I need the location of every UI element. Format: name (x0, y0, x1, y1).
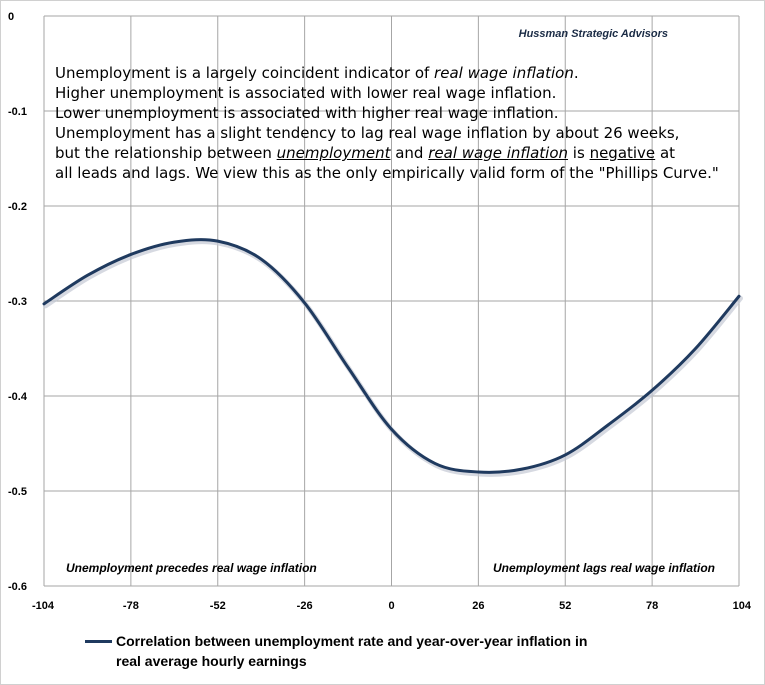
annotation-left: Unemployment precedes real wage inflatio… (66, 561, 317, 575)
x-tick-label: -78 (123, 600, 139, 612)
note-text: at (655, 144, 676, 162)
y-tick-label: -0.4 (8, 391, 28, 403)
legend-label-line-1: Correlation between unemployment rate an… (116, 633, 588, 649)
note-text: Unemployment is a largely coincident ind… (55, 64, 435, 82)
gridlines (43, 15, 740, 587)
note-emphasis: unemployment (276, 144, 391, 162)
source-label: Hussman Strategic Advisors (519, 28, 668, 40)
y-tick-label: -0.6 (8, 581, 27, 593)
y-tick-label: -0.1 (8, 106, 27, 118)
note-line-2: Higher unemployment is associated with l… (55, 84, 557, 102)
y-tick-label: -0.5 (8, 486, 27, 498)
legend-label: Correlation between unemployment rate an… (116, 631, 716, 671)
note-emphasis: real wage inflation (434, 64, 574, 82)
series-line (42, 238, 741, 474)
chart-note: Unemployment is a largely coincident ind… (55, 63, 745, 183)
note-text: and (390, 144, 429, 162)
series-group (42, 238, 743, 477)
note-text: . (573, 64, 579, 82)
legend-swatch (85, 640, 112, 643)
x-tick-label: 26 (472, 600, 484, 612)
x-tick-label: 0 (388, 600, 394, 612)
y-tick-label: -0.3 (8, 296, 27, 308)
x-axis-ticks: -104 -78 -52 -26 0 26 52 78 104 (32, 600, 752, 612)
note-text: but the relationship between (55, 144, 277, 162)
note-line-3: Lower unemployment is associated with hi… (55, 104, 559, 122)
x-tick-label: -104 (32, 600, 55, 612)
note-line-4: Unemployment has a slight tendency to la… (55, 124, 680, 142)
legend-label-line-2: real average hourly earnings (116, 653, 307, 669)
note-line-1: Unemployment is a largely coincident ind… (55, 63, 745, 83)
note-emphasis: negative (589, 144, 656, 162)
note-emphasis: real wage inflation (428, 144, 569, 162)
note-line-6: all leads and lags. We view this as the … (55, 164, 719, 182)
x-tick-label: 104 (733, 600, 752, 612)
note-line-5: but the relationship between unemploymen… (55, 143, 745, 163)
y-axis-ticks: 0 -0.1 -0.2 -0.3 -0.4 -0.5 -0.6 (8, 11, 28, 593)
x-tick-label: 52 (559, 600, 571, 612)
note-text: is (568, 144, 590, 162)
y-tick-label: -0.2 (8, 201, 27, 213)
y-tick-label: 0 (8, 11, 14, 23)
x-tick-label: 78 (646, 600, 658, 612)
x-tick-label: -26 (297, 600, 313, 612)
x-tick-label: -52 (210, 600, 226, 612)
annotation-right: Unemployment lags real wage inflation (493, 561, 715, 575)
